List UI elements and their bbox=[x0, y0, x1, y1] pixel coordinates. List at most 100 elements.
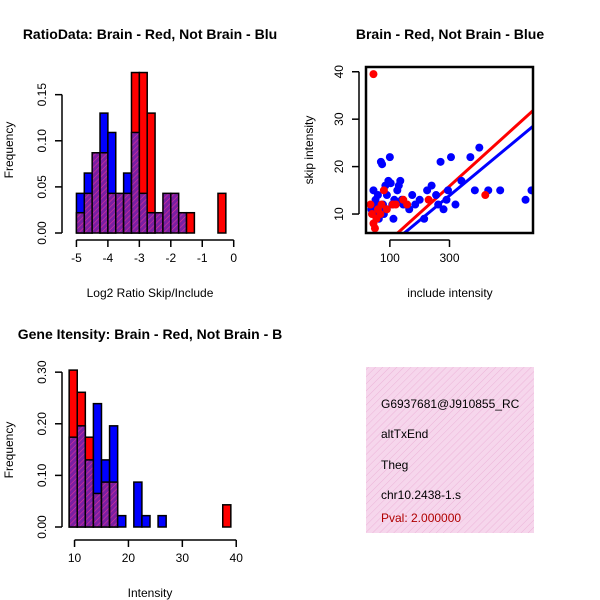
ratio-bar-overlap-1 bbox=[83, 192, 93, 234]
intensity-y-tick-label: 0.30 bbox=[35, 360, 49, 384]
scatter-point-blue bbox=[378, 160, 387, 169]
scatter-point-red bbox=[424, 195, 433, 204]
scatter-point-blue bbox=[496, 186, 505, 195]
info-panel: G6937681@J910855_RC altTxEnd Theg chr10.… bbox=[366, 367, 534, 533]
intensity-bar-overlap-2 bbox=[84, 459, 95, 528]
skip-include-scatter: Brain - Red, Not Brain - Blue 100 300 10 20… bbox=[302, 26, 544, 300]
scatter-point-blue bbox=[439, 205, 448, 214]
scatter-x-tick-label: 300 bbox=[439, 251, 459, 265]
intensity-xlabel: Intensity bbox=[128, 586, 173, 600]
scatter-point-blue bbox=[457, 176, 466, 185]
fit-line-red bbox=[395, 109, 533, 233]
scatter-point-red bbox=[376, 210, 385, 219]
ratio-y-tick-label: 0.15 bbox=[35, 83, 49, 107]
scatter-point-blue bbox=[385, 153, 394, 162]
intensity-bar-overlap-5 bbox=[108, 481, 119, 528]
scatter-y-tick-label: 20 bbox=[332, 160, 346, 174]
info-location: chr10.2438-1.s bbox=[381, 488, 461, 502]
scatter-point-blue bbox=[521, 195, 530, 204]
scatter-y-tick-label: 30 bbox=[332, 112, 346, 126]
info-event-id: G6937681@J910855_RC bbox=[381, 397, 520, 411]
scatter-xlabel: include intensity bbox=[407, 286, 492, 300]
intensity-x-tick-label: 40 bbox=[230, 551, 244, 565]
scatter-point-blue bbox=[436, 157, 445, 166]
intensity-x-tick-label: 20 bbox=[122, 551, 136, 565]
scatter-point-red bbox=[377, 200, 386, 209]
scatter-y-tick-label: 10 bbox=[332, 207, 346, 221]
ratio-bar-red-18 bbox=[217, 192, 227, 234]
scatter-ylabel: skip intensity bbox=[302, 116, 316, 185]
ratio-x-tick-label: -1 bbox=[197, 251, 208, 265]
ratio-x-tick-label: -4 bbox=[103, 251, 114, 265]
intensity-title: Gene Itensity: Brain - Red, Not Brain - … bbox=[18, 326, 282, 342]
ratio-x-tick-label: 0 bbox=[230, 251, 237, 265]
scatter-point-red bbox=[370, 224, 379, 233]
info-gene: Theg bbox=[381, 458, 408, 472]
scatter-title: Brain - Red, Not Brain - Blue bbox=[356, 26, 544, 42]
intensity-bar-blue-11 bbox=[157, 514, 167, 528]
scatter-points bbox=[366, 70, 533, 233]
scatter-point-blue bbox=[442, 195, 451, 204]
ratio-y-tick-label: 0.10 bbox=[35, 129, 49, 153]
intensity-bars bbox=[68, 369, 232, 528]
intensity-bar-overlap-1 bbox=[76, 425, 87, 528]
scatter-point-blue bbox=[420, 214, 429, 223]
fit-line-blue bbox=[402, 125, 533, 233]
info-panel-background bbox=[366, 367, 534, 533]
intensity-bar-blue-6 bbox=[116, 514, 127, 528]
intensity-x-tick-label: 10 bbox=[68, 551, 82, 565]
scatter-y-tick-label: 40 bbox=[332, 65, 346, 79]
intensity-bar-blue-8 bbox=[133, 481, 143, 528]
ratio-x-tick-label: -5 bbox=[71, 251, 82, 265]
scatter-point-blue bbox=[389, 214, 398, 223]
ratio-y-tick-label: 0.05 bbox=[35, 175, 49, 199]
scatter-point-blue bbox=[386, 179, 395, 188]
intensity-x-tick-label: 30 bbox=[176, 551, 190, 565]
ratio-xlabel: Log2 Ratio Skip/Include bbox=[87, 286, 214, 300]
ratio-bar-overlap-0 bbox=[75, 211, 86, 234]
scatter-point-blue bbox=[444, 186, 453, 195]
ratio-axes: -5 -4 -3 -2 -1 0 0.00 0.05 0.10 0.15 bbox=[35, 83, 237, 265]
intensity-bar-blue-9 bbox=[141, 514, 151, 528]
scatter-point-blue bbox=[427, 181, 436, 190]
intensity-ylabel: Frequency bbox=[2, 422, 16, 479]
scatter-point-blue bbox=[451, 200, 460, 209]
scatter-point-red bbox=[366, 200, 375, 209]
scatter-point-blue bbox=[475, 143, 484, 152]
intensity-bar-red-19 bbox=[222, 504, 232, 528]
ratio-bar-overlap-9 bbox=[146, 211, 156, 234]
scatter-point-blue bbox=[408, 191, 417, 200]
scatter-point-red bbox=[369, 70, 378, 79]
intensity-y-tick-label: 0.00 bbox=[35, 515, 49, 539]
ratio-y-tick-label: 0.00 bbox=[35, 221, 49, 245]
ratio-bar-overlap-2 bbox=[91, 152, 101, 234]
scatter-point-red bbox=[481, 191, 490, 200]
intensity-bar-overlap-0 bbox=[68, 436, 78, 528]
scatter-point-red bbox=[382, 205, 391, 214]
scatter-point-blue bbox=[446, 153, 455, 162]
scatter-point-blue bbox=[434, 200, 443, 209]
ratio-bar-overlap-7 bbox=[130, 131, 141, 234]
intensity-axes: 10 20 30 40 0.00 0.10 0.20 0.30 bbox=[35, 360, 243, 565]
scatter-point-blue bbox=[373, 191, 382, 200]
scatter-point-red bbox=[403, 200, 412, 209]
ratio-bar-overlap-5 bbox=[115, 192, 125, 234]
ratio-bar-overlap-8 bbox=[138, 192, 148, 234]
scatter-fit-lines bbox=[395, 109, 533, 233]
scatter-x-tick-label: 100 bbox=[380, 251, 400, 265]
ratio-histogram: RatioData: Brain - Red, Not Brain - Blu … bbox=[2, 26, 277, 300]
scatter-point-red bbox=[391, 200, 400, 209]
ratio-bar-overlap-4 bbox=[107, 192, 117, 234]
ratio-bar-overlap-13 bbox=[177, 211, 188, 234]
intensity-bar-overlap-3 bbox=[92, 492, 103, 528]
ratio-x-tick-label: -3 bbox=[134, 251, 145, 265]
scatter-point-blue bbox=[415, 195, 424, 204]
ratio-bars bbox=[75, 71, 227, 234]
scatter-plot-box bbox=[364, 65, 535, 235]
ratio-x-tick-label: -2 bbox=[165, 251, 176, 265]
ratio-bar-overlap-6 bbox=[122, 192, 133, 234]
info-pval: Pval: 2.000000 bbox=[381, 511, 461, 525]
ratio-bar-overlap-3 bbox=[99, 152, 109, 234]
ratio-ylabel: Frequency bbox=[2, 122, 16, 179]
intensity-y-tick-label: 0.10 bbox=[35, 463, 49, 487]
